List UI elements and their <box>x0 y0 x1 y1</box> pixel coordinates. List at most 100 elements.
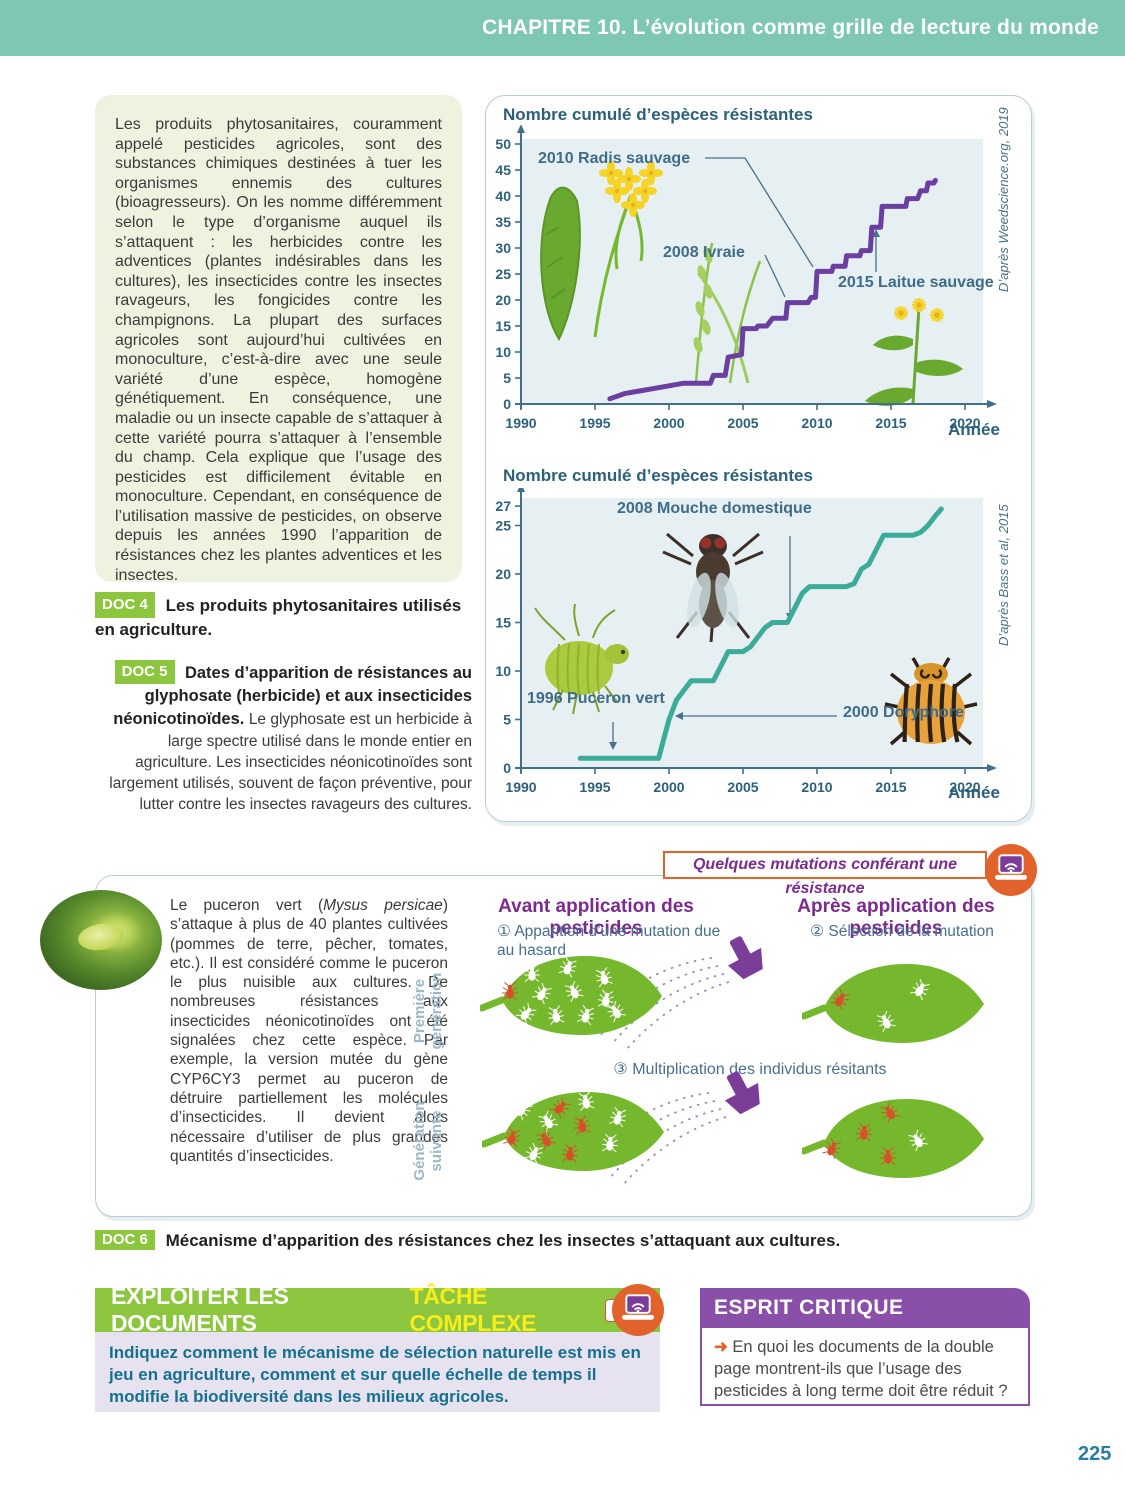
svg-text:2010: 2010 <box>801 415 832 431</box>
chapter-header-bar: CHAPITRE 10. L’évolution comme grille de… <box>0 0 1125 56</box>
chart2-annotation-mouche: 2008 Mouche domestique <box>617 500 812 517</box>
svg-text:2015: 2015 <box>875 415 906 431</box>
svg-text:25: 25 <box>495 518 511 534</box>
doc5-badge: DOC 5 <box>114 660 175 684</box>
resistant-insects-chart: 0 5 10 15 20 25 27 1990 1995 2000 2005 2010 2015 2020 <box>495 488 997 795</box>
svg-text:45: 45 <box>495 162 511 178</box>
doc5-caption: DOC 5 Dates d’apparition de résistances … <box>98 660 472 815</box>
chart1-annotation-ivraie: 2008 Ivraie <box>663 244 745 261</box>
svg-text:10: 10 <box>495 663 511 679</box>
after-pesticides-header: Après application des pesticides <box>797 896 995 939</box>
laptop-wifi-icon <box>621 1294 655 1327</box>
svg-text:40: 40 <box>495 188 511 204</box>
exploit-task-text: Indiquez comment le mécanisme de sélecti… <box>109 1343 641 1406</box>
chart1-annotation-laitue: 2015 Laitue sauvage <box>838 274 994 291</box>
intro-text: Les produits phytosanitaires, couramment… <box>115 116 442 584</box>
chart2-annotation-doryphore: 2000 Doryphore <box>843 704 964 721</box>
svg-text:30: 30 <box>495 240 511 256</box>
laptop-wifi-icon <box>994 854 1028 887</box>
doc6-caption: DOC 6 Mécanisme d’apparition des résista… <box>95 1230 995 1251</box>
chart2-x-axis-label: Année <box>948 783 1000 802</box>
svg-text:25: 25 <box>495 266 511 282</box>
aphid-photo <box>40 890 162 990</box>
aphid-paragraph: Le puceron vert (Mysus persicae) s’attaq… <box>170 896 448 1166</box>
svg-text:2020: 2020 <box>949 779 980 795</box>
svg-text:5: 5 <box>503 370 511 386</box>
spray-nozzle-bottom-icon <box>715 1064 768 1118</box>
step1-label: ① Apparition d’une mutation due au hasar… <box>497 923 721 959</box>
esprit-question-text: En quoi les documents de la double page … <box>714 1338 1008 1400</box>
doc5-caption-rest: Le glyphosate est un herbicide à large s… <box>109 711 472 813</box>
species-name-italic: Mysus persicae <box>323 897 443 914</box>
esprit-body: ➜ En quoi les documents de la double pag… <box>700 1328 1030 1406</box>
exploit-digital-resource-button[interactable] <box>612 1284 664 1336</box>
svg-text:20: 20 <box>495 566 511 582</box>
doc4-caption: DOC 4 Les produits phytosanitaires utili… <box>95 592 467 641</box>
doc6-caption-text: Mécanisme d’apparition des résistances c… <box>165 1231 841 1250</box>
svg-text:2020: 2020 <box>949 415 980 431</box>
before-pesticides-header: Avant application des pesticides <box>498 896 694 939</box>
esprit-title: ESPRIT CRITIQUE <box>714 1296 904 1319</box>
ryegrass-illustration <box>693 242 762 384</box>
svg-text:2010: 2010 <box>801 779 832 795</box>
chapter-title: CHAPITRE 10. L’évolution comme grille de… <box>481 16 1099 39</box>
page-number: 225 <box>1078 1443 1112 1465</box>
svg-text:1995: 1995 <box>579 415 610 431</box>
svg-text:1995: 1995 <box>579 779 610 795</box>
chart2-annotation-puceron: 1996 Puceron vert <box>527 690 665 707</box>
selection-diagram <box>450 930 1030 1186</box>
esprit-question: ➜ En quoi les documents de la double pag… <box>714 1336 1016 1402</box>
arrow-icon: ➜ <box>714 1338 728 1356</box>
svg-text:2000: 2000 <box>653 415 684 431</box>
svg-text:0: 0 <box>503 396 511 412</box>
green-aphid-illustration <box>534 603 629 715</box>
chart1-title: Nombre cumulé d’espèces résistantes <box>503 105 813 124</box>
exploit-title: EXPLOITER LES DOCUMENTS <box>111 1283 289 1336</box>
mutation-tab-label: Quelques mutations conférant une résista… <box>663 851 987 897</box>
svg-text:0: 0 <box>503 760 511 776</box>
svg-text:2005: 2005 <box>727 779 758 795</box>
chart2-title: Nombre cumulé d’espèces résistantes <box>503 466 813 485</box>
wild-radish-illustration <box>540 161 663 342</box>
aphid-photo-body <box>76 920 126 954</box>
svg-text:10: 10 <box>495 344 511 360</box>
step3-label: ③ Multiplication des individus résitants <box>613 1061 887 1078</box>
leaf-after-gen1 <box>804 964 984 1043</box>
svg-text:15: 15 <box>495 615 511 631</box>
wild-lettuce-illustration <box>865 298 963 406</box>
svg-text:5: 5 <box>503 712 511 728</box>
aphid-paragraph-end: ) s’attaque à plus de 40 plantes cultivé… <box>170 897 448 1165</box>
leaf-before-gen2 <box>484 1092 664 1171</box>
colorado-beetle-illustration <box>884 657 978 746</box>
digital-resource-button[interactable] <box>985 844 1037 896</box>
svg-text:20: 20 <box>495 292 511 308</box>
svg-text:35: 35 <box>495 214 511 230</box>
doc4-caption-text: Les produits phytosanitaires utilisés en… <box>95 596 462 639</box>
svg-text:1990: 1990 <box>505 415 536 431</box>
housefly-illustration <box>662 532 764 643</box>
next-generation-label: Génération suivante <box>411 1101 445 1181</box>
chart1-annotation-radis: 2010 Radis sauvage <box>538 150 691 167</box>
svg-text:2015: 2015 <box>875 779 906 795</box>
doc5-caption-bold: Dates d’apparition de résistances au gly… <box>113 664 472 728</box>
svg-text:27: 27 <box>495 498 511 514</box>
intro-box: Les produits phytosanitaires, couramment… <box>95 95 462 584</box>
exploit-header: EXPLOITER LES DOCUMENTS TÂCHE COMPLEXE A… <box>95 1283 660 1336</box>
svg-text:50: 50 <box>495 136 511 152</box>
exploit-subtitle: TÂCHE COMPLEXE <box>409 1283 537 1336</box>
first-generation-label: Première génération <box>411 972 445 1050</box>
doc6-badge: DOC 6 <box>95 1230 155 1250</box>
svg-text:2000: 2000 <box>653 779 684 795</box>
exploit-body: Indiquez comment le mécanisme de sélecti… <box>95 1332 660 1412</box>
svg-text:2005: 2005 <box>727 415 758 431</box>
step2-label: ② Sélection de la mutation <box>810 923 994 940</box>
svg-text:15: 15 <box>495 318 511 334</box>
svg-text:1990: 1990 <box>505 779 536 795</box>
chart1-x-axis-label: Année <box>948 420 1000 439</box>
aphid-paragraph-start: Le puceron vert ( <box>170 897 324 914</box>
spray-nozzle-top-icon <box>718 930 771 983</box>
resistant-weeds-chart: 0 5 10 15 20 25 30 35 40 45 50 1990 1995 2000 2005 2010… <box>495 125 997 431</box>
doc4-badge: DOC 4 <box>95 592 155 618</box>
esprit-header: ESPRIT CRITIQUE <box>700 1288 1030 1328</box>
